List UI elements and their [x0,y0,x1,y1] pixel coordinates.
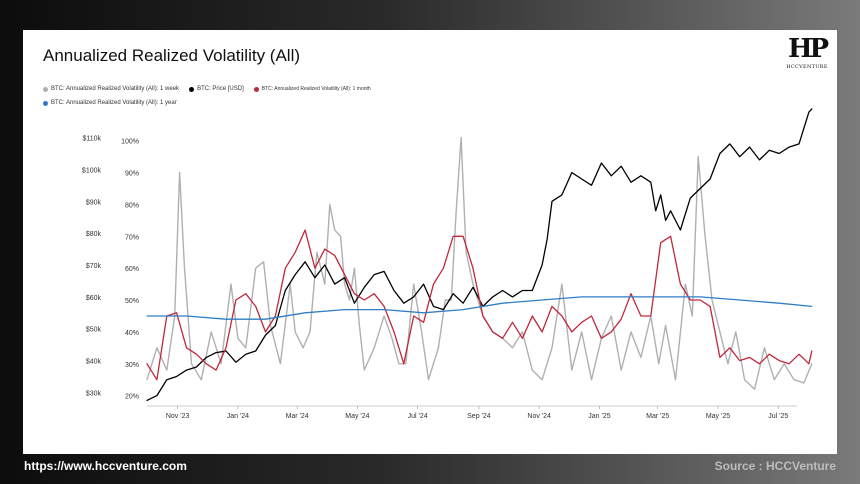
legend-label-1-month: BTC: Annualized Realized Volatility (All… [261,86,371,92]
left-axis-tick-label: $40k [86,359,102,366]
series-btc-price [146,108,813,402]
legend-item-price[interactable]: BTC: Price [USD] [189,86,244,92]
legend-row-1: BTC: Annualized Realized Volatility (All… [43,82,381,96]
x-axis-tick-label: Nov '24 [527,413,551,420]
volatility-axis-tick-label: 60% [125,266,139,273]
legend-dot-1-week [43,86,48,92]
left-axis-tick-label: $30k [86,390,102,397]
x-axis-tick-label: Jan '24 [227,413,249,420]
chart-legend: BTC: Annualized Realized Volatility (All… [43,82,381,110]
x-axis-tick-label: Sep '24 [467,413,491,420]
legend-label-price: BTC: Price [USD] [197,86,244,92]
legend-label-1-year: BTC: Annualized Realized Volatility (All… [51,100,177,106]
legend-dot-price [189,86,195,92]
left-axis-tick-label: $50k [86,327,102,334]
legend-item-1-week[interactable]: BTC: Annualized Realized Volatility (All… [43,86,179,92]
x-axis-tick-label: May '25 [706,413,730,420]
footer-url[interactable]: https://www.hccventure.com [24,459,187,473]
series-1-year-volatility [146,296,813,320]
volatility-axis-tick-label: 90% [125,171,139,178]
volatility-axis-tick-label: 30% [125,362,139,369]
legend-row-2: BTC: Annualized Realized Volatility (All… [43,96,381,110]
series-1-month-volatility [146,229,813,381]
volatility-axis-tick-label: 20% [125,394,139,401]
series-1-week-volatility [146,136,813,390]
logo-text: HCCVENTURE [786,64,828,70]
legend-label-1-week: BTC: Annualized Realized Volatility (All… [51,86,180,92]
volatility-axis-tick-label: 70% [125,234,139,241]
left-axis-tick-label: $60k [86,295,102,302]
chart-card: Annualized Realized Volatility (All) HP … [23,30,837,454]
volatility-axis-tick-label: 40% [125,330,139,337]
x-axis-tick-label: May '24 [345,413,369,420]
volatility-axis-tick-label: 80% [125,202,139,209]
logo-mark: HP [787,34,829,64]
x-axis-tick-label: Mar '24 [286,413,309,420]
legend-item-1-month[interactable]: BTC: Annualized Realized Volatility (All… [253,86,371,92]
left-axis-tick-label: $70k [86,263,102,270]
volatility-axis-tick-label: 100% [121,139,139,146]
left-axis-tick-label: $100k [82,167,102,174]
legend-dot-1-year [43,100,48,106]
chart-plot: $30k $40k $50k $60k $70k $80k $90k $100k $110k 20… [82,108,813,420]
hccventure-logo: HP HCCVENTURE [785,34,829,78]
left-axis-tick-label: $90k [86,199,102,206]
footer-source: Source : HCCVenture [714,459,836,473]
left-axis-tick-label: $80k [86,231,102,238]
x-axis-tick-label: Jul '24 [408,413,428,420]
chart-title: Annualized Realized Volatility (All) [43,46,301,65]
volatility-axis-tick-label: 50% [125,298,139,305]
legend-dot-1-month [253,86,259,92]
x-axis-tick-label: Mar '25 [646,413,669,420]
x-axis-tick-label: Jul '25 [768,413,788,420]
x-axis-tick-label: Jan '25 [588,413,610,420]
x-axis-tick-label: Nov '23 [166,413,190,420]
legend-item-1-year[interactable]: BTC: Annualized Realized Volatility (All… [43,100,177,106]
left-axis-tick-label: $110k [82,136,101,143]
